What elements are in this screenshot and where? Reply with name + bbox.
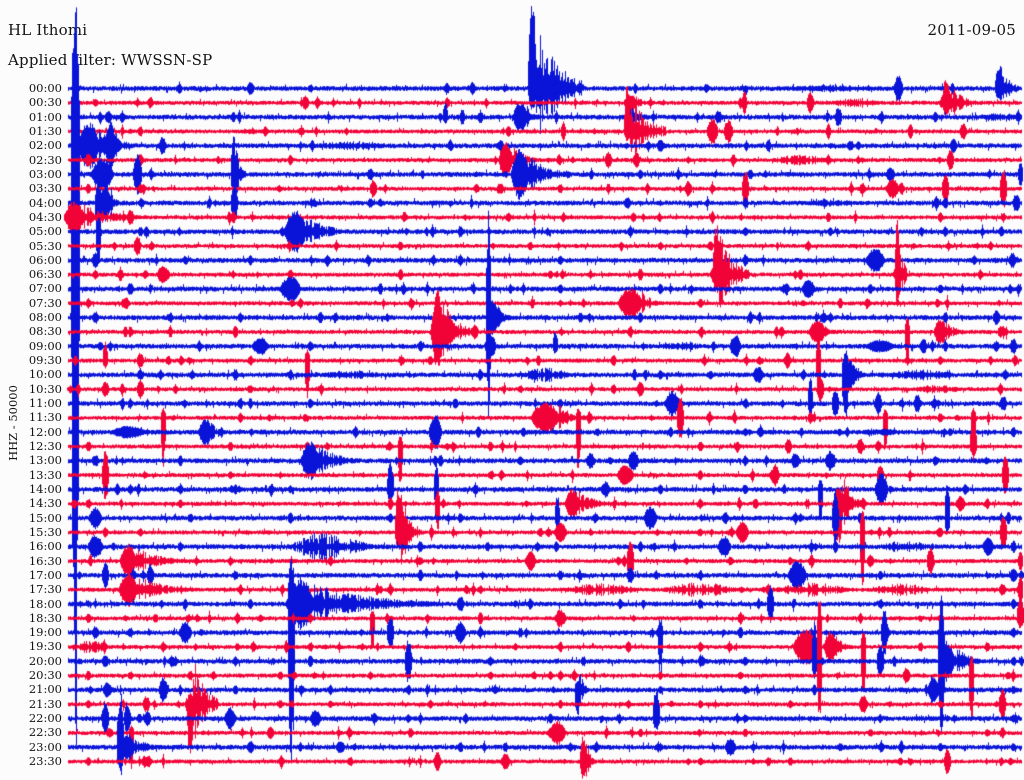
time-label: 19:30 (28, 639, 62, 654)
time-label: 03:30 (28, 181, 62, 196)
time-label: 08:00 (28, 310, 62, 325)
time-label: 09:00 (28, 338, 62, 353)
time-label: 10:00 (28, 367, 62, 382)
time-label: 16:30 (28, 553, 62, 568)
time-label: 12:30 (28, 439, 62, 453)
time-label: 15:30 (28, 524, 62, 539)
time-label: 22:30 (28, 725, 62, 740)
time-label: 21:00 (28, 682, 62, 697)
station-title: HL Ithomi (8, 21, 88, 39)
time-label: 22:00 (28, 711, 62, 726)
time-label: 02:30 (28, 152, 62, 167)
time-label: 20:30 (28, 668, 62, 683)
time-label: 14:30 (28, 496, 62, 511)
time-label: 21:30 (28, 696, 62, 711)
time-label: 04:00 (28, 195, 62, 210)
time-label: 11:30 (28, 410, 62, 425)
time-label: 06:30 (28, 267, 62, 282)
time-label: 03:00 (28, 166, 62, 181)
time-label: 07:00 (28, 281, 62, 296)
time-label: 06:00 (28, 252, 62, 267)
time-label: 04:30 (28, 209, 62, 224)
time-label: 20:00 (28, 653, 62, 668)
time-label: 19:00 (28, 625, 62, 640)
time-label: 01:30 (28, 123, 62, 138)
time-label: 00:30 (28, 95, 62, 110)
time-label: 14:00 (28, 481, 62, 496)
time-label: 02:00 (28, 138, 62, 153)
time-label: 08:30 (28, 324, 62, 339)
time-label: 05:00 (28, 224, 62, 239)
time-label: 23:30 (28, 754, 62, 769)
time-label: 05:30 (28, 238, 62, 253)
time-label: 23:00 (28, 739, 62, 754)
time-label: 00:00 (28, 81, 62, 95)
time-label: 07:30 (28, 295, 62, 310)
date-label: 2011-09-05 (927, 21, 1016, 39)
time-label: 17:00 (28, 567, 62, 582)
time-label: 11:00 (28, 396, 62, 411)
time-label: 10:30 (28, 381, 62, 396)
time-label: 18:00 (28, 596, 62, 611)
time-label: 17:30 (28, 582, 62, 597)
time-label: 13:00 (28, 453, 62, 468)
time-label: 13:30 (28, 467, 62, 482)
time-label: 18:30 (28, 610, 62, 625)
time-label: 15:00 (28, 510, 62, 525)
time-label: 01:00 (28, 109, 62, 124)
time-label: 16:00 (28, 539, 62, 554)
time-label: 09:30 (28, 353, 62, 368)
applied-filter-label: Applied filter: WWSSN-SP (8, 51, 213, 69)
time-label: 12:00 (28, 424, 62, 439)
